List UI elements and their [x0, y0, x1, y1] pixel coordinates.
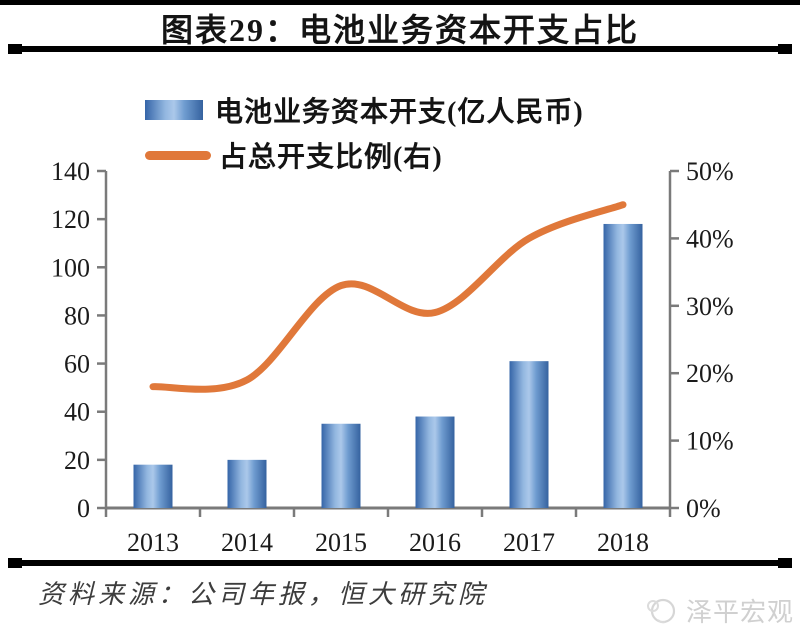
top-border-rule: [0, 0, 800, 5]
chart-title: 图表29：电池业务资本开支占比: [160, 12, 639, 48]
y-axis-right-tick-label: 50%: [686, 157, 734, 186]
y-axis-right-tick-label: 0%: [686, 494, 721, 523]
rule-endcap: [8, 558, 22, 568]
legend-item-line-series: 占总开支比例(右): [145, 137, 584, 173]
legend-label-line-series: 占总开支比例(右): [219, 142, 443, 173]
y-axis-left-tick-label: 20: [64, 446, 90, 475]
y-axis-right-tick-label: 40%: [686, 224, 734, 253]
watermark: 泽平宏观: [644, 592, 794, 629]
title-divider-rule: [8, 44, 792, 54]
watermark-text: 泽平宏观: [685, 598, 794, 627]
x-axis-label-2017: 2017: [503, 528, 555, 557]
x-axis-label-2014: 2014: [221, 528, 273, 557]
footer-divider-rule: [8, 558, 792, 568]
bar-2013: [133, 464, 173, 508]
x-axis-label-2016: 2016: [409, 528, 461, 557]
rule-endcap: [8, 44, 22, 54]
bar-series-swatch: [145, 100, 203, 120]
y-axis-right-tick-label: 10%: [686, 427, 734, 456]
legend-item-bar-series: 电池业务资本开支(亿人民币): [145, 92, 584, 128]
y-axis-right-tick-label: 30%: [686, 292, 734, 321]
y-axis-left-tick-label: 100: [51, 253, 90, 282]
zeping-macro-logo-icon: [646, 598, 676, 623]
rule-endcap: [778, 558, 792, 568]
bar-2014: [227, 459, 267, 508]
x-axis-label-2018: 2018: [597, 528, 649, 557]
bar-2016: [415, 416, 455, 508]
legend-label-bar-series: 电池业务资本开支(亿人民币): [215, 97, 584, 128]
y-axis-left-tick-label: 140: [51, 157, 90, 186]
bar-2015: [321, 423, 361, 508]
chart-legend: 电池业务资本开支(亿人民币) 占总开支比例(右): [145, 92, 584, 173]
y-axis-right-tick-label: 20%: [686, 359, 734, 388]
bar-2017: [509, 361, 549, 508]
bar-2018: [603, 223, 643, 508]
y-axis-left-tick-label: 40: [64, 398, 90, 427]
x-axis-label-2013: 2013: [127, 528, 179, 557]
y-axis-left-tick-label: 120: [51, 205, 90, 234]
y-axis-left-tick-label: 80: [64, 301, 90, 330]
ratio-line-series: [149, 201, 627, 393]
x-axis-label-2015: 2015: [315, 528, 367, 557]
data-source-note: 资料来源：公司年报，恒大研究院: [38, 580, 489, 609]
y-axis-left-tick-label: 60: [64, 350, 90, 379]
rule-endcap: [778, 44, 792, 54]
line-series-swatch: [145, 150, 211, 160]
y-axis-left-tick-label: 0: [77, 494, 90, 523]
